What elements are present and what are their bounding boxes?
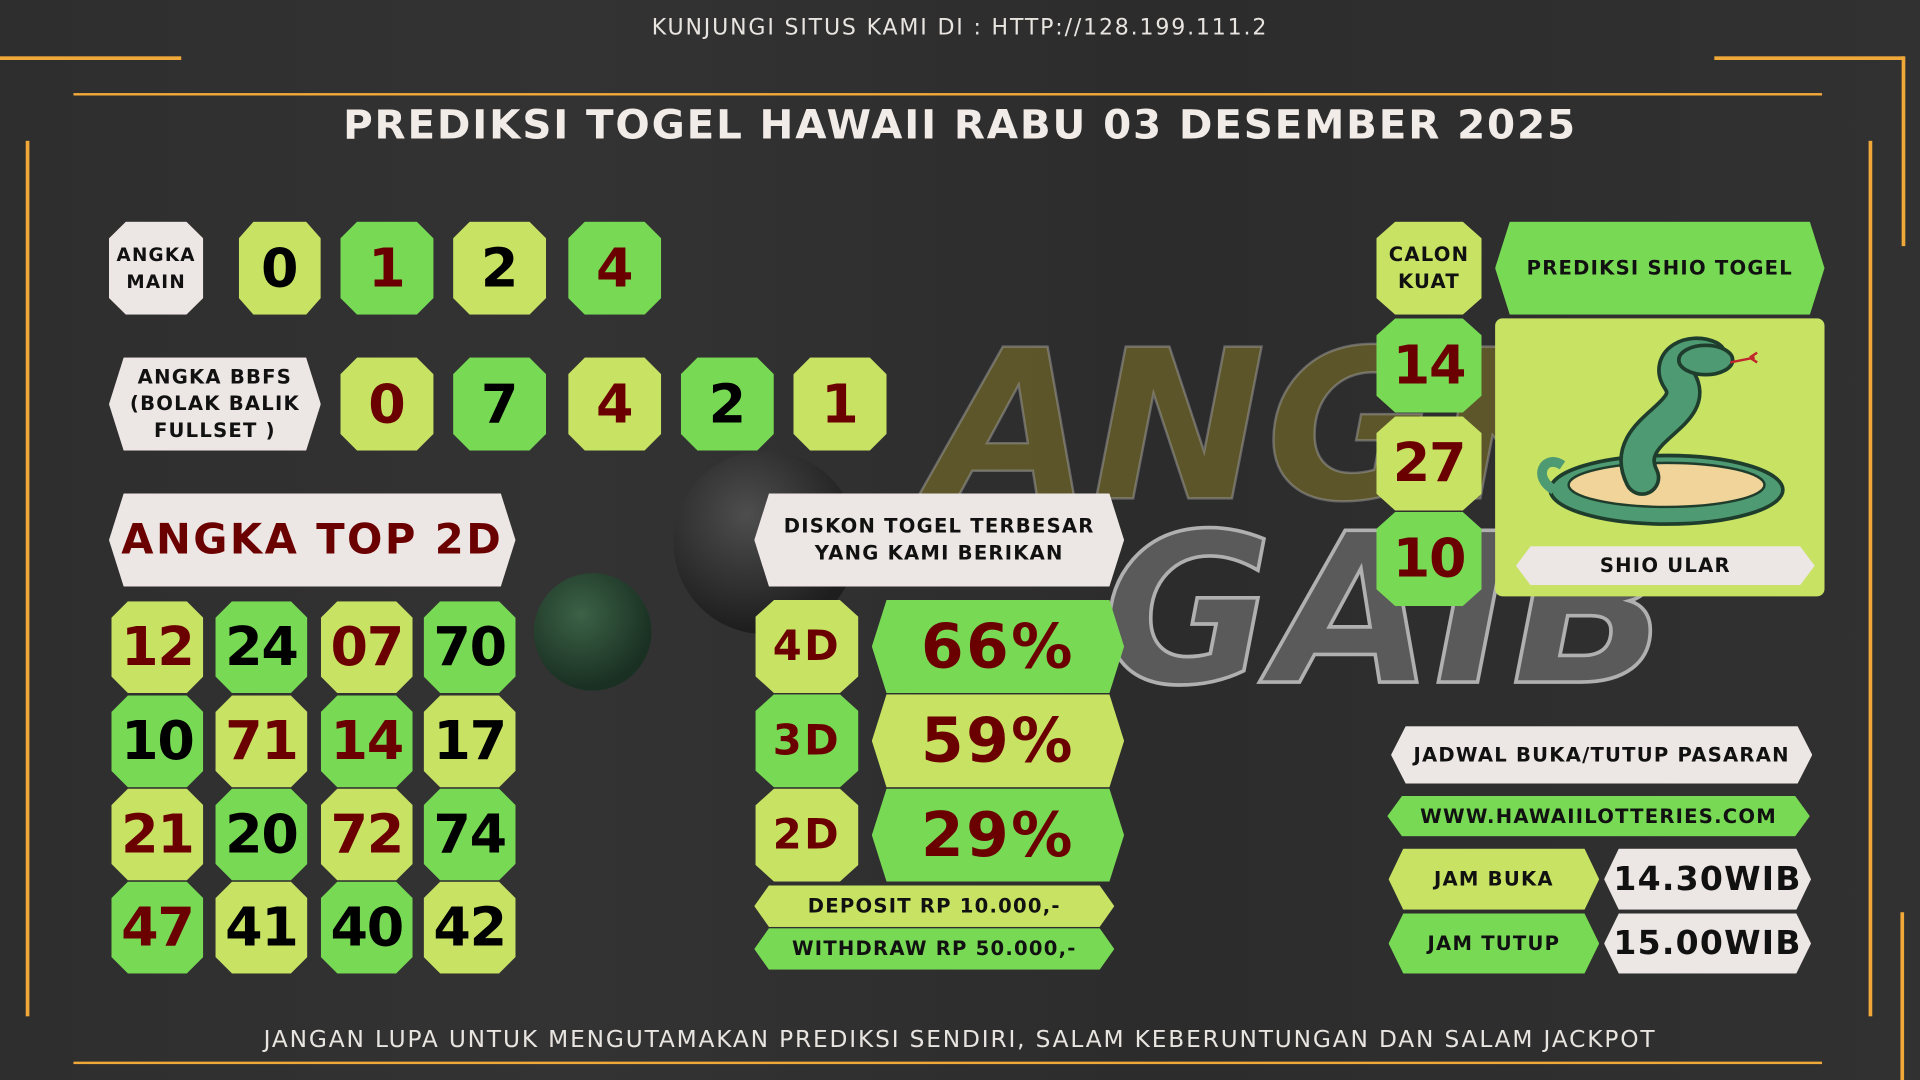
discount-value: 29% — [872, 789, 1124, 882]
withdraw-info: WITHDRAW RP 50.000,- — [754, 928, 1114, 970]
top-2d-number: 47 — [111, 881, 204, 974]
angka-main-digit: 4 — [568, 221, 662, 315]
deposit-info: DEPOSIT RP 10.000,- — [754, 885, 1114, 927]
prediksi-shio-label: PREDIKSI SHIO TOGEL — [1495, 222, 1824, 315]
frame-line — [25, 140, 30, 1017]
frame-line — [1868, 140, 1873, 1017]
top-2d-number: 17 — [423, 695, 516, 788]
angka-main-label: ANGKA MAIN — [108, 221, 204, 315]
discount-type: 4D — [755, 600, 859, 694]
bbfs-digit: 4 — [568, 357, 662, 451]
calon-kuat-label: CALON KUAT — [1376, 221, 1482, 315]
website-link[interactable]: WWW.HAWAIILOTTERIES.COM — [1387, 796, 1809, 836]
frame-line — [0, 56, 182, 61]
label-line: MAIN — [126, 270, 186, 293]
top-2d-number: 42 — [423, 881, 516, 974]
label-line: ANGKA BBFS — [137, 364, 293, 389]
top-2d-number: 70 — [423, 601, 516, 694]
discount-value: 59% — [872, 694, 1124, 787]
label-line: YANG KAMI BERIKAN — [814, 541, 1064, 565]
bbfs-digit: 0 — [340, 357, 434, 451]
calon-kuat-number: 27 — [1376, 416, 1482, 511]
top-2d-number: 24 — [215, 601, 308, 694]
top-2d-number: 10 — [111, 695, 204, 788]
jam-tutup-label: JAM TUTUP — [1389, 913, 1600, 973]
frame-line — [1901, 56, 1906, 247]
label-line: KUAT — [1397, 269, 1461, 293]
label-line: (BOLAK BALIK — [129, 391, 300, 416]
label-line: ANGKA — [116, 243, 196, 266]
top-2d-number: 21 — [111, 788, 204, 881]
angka-main-digit: 2 — [453, 221, 547, 315]
jam-buka-value: 14.30WIB — [1604, 849, 1811, 910]
label-line: DISKON TOGEL TERBESAR — [783, 514, 1095, 538]
top-2d-number: 12 — [111, 601, 204, 694]
angka-main-digit: 1 — [340, 221, 434, 315]
frame-line — [1900, 912, 1905, 1080]
frame-line — [1714, 56, 1905, 61]
angka-bbfs-label: ANGKA BBFS (BOLAK BALIK FULLSET ) — [109, 358, 321, 451]
top-2d-number: 71 — [215, 695, 308, 788]
top-2d-number: 40 — [320, 881, 413, 974]
angka-main-digit: 0 — [238, 221, 321, 315]
top-2d-number: 07 — [320, 601, 413, 694]
billiard-ball-icon — [533, 573, 652, 691]
top-2d-number: 20 — [215, 788, 308, 881]
label-line: CALON — [1388, 242, 1470, 266]
top-2d-number: 41 — [215, 881, 308, 974]
snake-icon — [1537, 336, 1785, 526]
page-title: PREDIKSI TOGEL HAWAII RABU 03 DESEMBER 2… — [343, 100, 1577, 149]
top-2d-number: 14 — [320, 695, 413, 788]
jadwal-label: JADWAL BUKA/TUTUP PASARAN — [1391, 726, 1812, 784]
footer-text: JANGAN LUPA UNTUK MENGUTAMAKAN PREDIKSI … — [263, 1026, 1657, 1054]
label-line: FULLSET ) — [153, 418, 276, 443]
discount-type: 3D — [755, 694, 859, 788]
visit-site-text: KUNJUNGI SITUS KAMI DI : HTTP://128.199.… — [651, 14, 1269, 41]
jam-buka-label: JAM BUKA — [1389, 849, 1600, 910]
discount-type: 2D — [755, 788, 859, 882]
calon-kuat-number: 14 — [1376, 318, 1482, 413]
top-2d-number: 72 — [320, 788, 413, 881]
top-2d-number: 74 — [423, 788, 516, 881]
frame-line — [73, 93, 1823, 96]
bbfs-digit: 1 — [793, 357, 887, 451]
discount-value: 66% — [872, 600, 1124, 693]
frame-line — [73, 1061, 1823, 1065]
jam-tutup-value: 15.00WIB — [1604, 913, 1811, 973]
bbfs-digit: 7 — [453, 357, 547, 451]
diskon-label: DISKON TOGEL TERBESAR YANG KAMI BERIKAN — [754, 493, 1124, 586]
calon-kuat-number: 10 — [1376, 511, 1482, 607]
shio-name: SHIO ULAR — [1516, 546, 1815, 585]
angka-top-2d-label: ANGKA TOP 2D — [109, 493, 516, 586]
bbfs-digit: 2 — [680, 357, 774, 451]
